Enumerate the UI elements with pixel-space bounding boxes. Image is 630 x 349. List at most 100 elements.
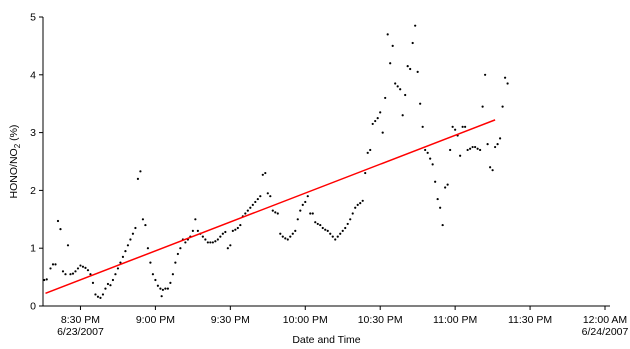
data-point — [179, 247, 182, 250]
data-point — [376, 117, 379, 120]
data-point — [166, 287, 169, 290]
data-point — [331, 235, 334, 238]
data-point — [409, 67, 412, 71]
data-point — [394, 82, 397, 85]
data-point — [160, 295, 163, 298]
data-point — [234, 228, 237, 231]
data-point — [231, 229, 234, 232]
data-point — [159, 287, 162, 290]
data-point — [464, 125, 467, 128]
data-point — [89, 273, 92, 276]
data-point — [71, 272, 75, 275]
data-point — [121, 255, 125, 258]
data-point — [321, 226, 324, 230]
data-point — [221, 232, 224, 235]
data-point — [341, 229, 344, 232]
data-point — [204, 238, 207, 241]
x-tick-label: 11:00 PM — [433, 314, 477, 326]
data-point — [369, 148, 372, 152]
data-point — [286, 238, 289, 241]
data-point — [474, 145, 477, 149]
data-point — [359, 202, 362, 205]
data-point — [503, 76, 507, 79]
data-point — [56, 219, 60, 223]
x-tick-label: 9:00 PM — [136, 314, 175, 326]
data-point — [319, 223, 322, 227]
data-point — [281, 235, 284, 238]
data-point — [344, 226, 347, 230]
x-tick-label: 10:30 PM — [358, 314, 403, 326]
data-point — [84, 266, 87, 269]
data-point — [389, 62, 392, 65]
data-point — [339, 232, 342, 235]
data-point — [246, 209, 249, 212]
data-point — [274, 211, 277, 214]
data-point — [289, 235, 292, 238]
data-point — [254, 200, 257, 204]
data-point — [406, 65, 409, 68]
data-point — [66, 244, 70, 247]
data-point — [101, 293, 105, 296]
data-point — [111, 278, 115, 282]
data-point — [214, 240, 217, 243]
data-point — [419, 102, 422, 105]
data-point — [381, 131, 384, 134]
data-point — [351, 212, 354, 215]
data-point — [451, 125, 454, 128]
data-point — [224, 230, 227, 234]
data-point — [171, 273, 174, 276]
data-point — [174, 261, 177, 264]
plot-area — [42, 17, 610, 307]
data-point — [476, 147, 479, 150]
data-point — [146, 247, 150, 250]
data-point — [349, 218, 352, 221]
trend-series — [45, 119, 496, 294]
y-axis: 0 1 2 3 4 5 — [30, 12, 43, 313]
data-point — [421, 125, 424, 128]
data-point — [301, 203, 304, 206]
data-point — [141, 218, 145, 221]
data-point — [346, 222, 349, 226]
data-point — [264, 171, 267, 175]
data-point — [431, 163, 434, 166]
x-tick-label: 8:30 PM — [61, 314, 100, 326]
data-point — [144, 223, 147, 227]
data-point — [266, 192, 269, 195]
data-point — [354, 206, 357, 209]
data-point — [139, 170, 142, 173]
data-point — [86, 269, 90, 272]
trend-line — [45, 119, 496, 294]
data-point — [324, 228, 327, 231]
data-point — [481, 105, 484, 108]
data-point — [399, 88, 402, 91]
data-point — [149, 261, 152, 264]
data-point — [164, 287, 167, 290]
data-point — [429, 157, 432, 160]
data-point — [91, 281, 95, 284]
data-point — [251, 203, 254, 206]
data-point — [439, 206, 442, 209]
data-point — [116, 267, 120, 270]
data-point — [426, 151, 429, 154]
data-point — [74, 270, 77, 273]
data-point — [129, 238, 132, 241]
data-point — [201, 235, 204, 238]
data-point — [131, 232, 135, 235]
data-point — [64, 273, 67, 276]
data-point — [176, 252, 179, 256]
data-point — [54, 263, 57, 266]
x-axis-title: Date and Time — [292, 334, 360, 346]
data-point — [411, 41, 414, 45]
data-point — [496, 143, 499, 146]
data-point — [45, 278, 48, 281]
y-tick-label: 4 — [30, 69, 36, 81]
data-point — [329, 232, 332, 235]
data-point — [299, 209, 302, 212]
data-point — [316, 222, 319, 226]
data-point — [444, 186, 447, 189]
data-point — [249, 206, 252, 209]
data-point — [494, 145, 497, 149]
data-point — [134, 226, 137, 230]
data-point — [276, 212, 279, 215]
